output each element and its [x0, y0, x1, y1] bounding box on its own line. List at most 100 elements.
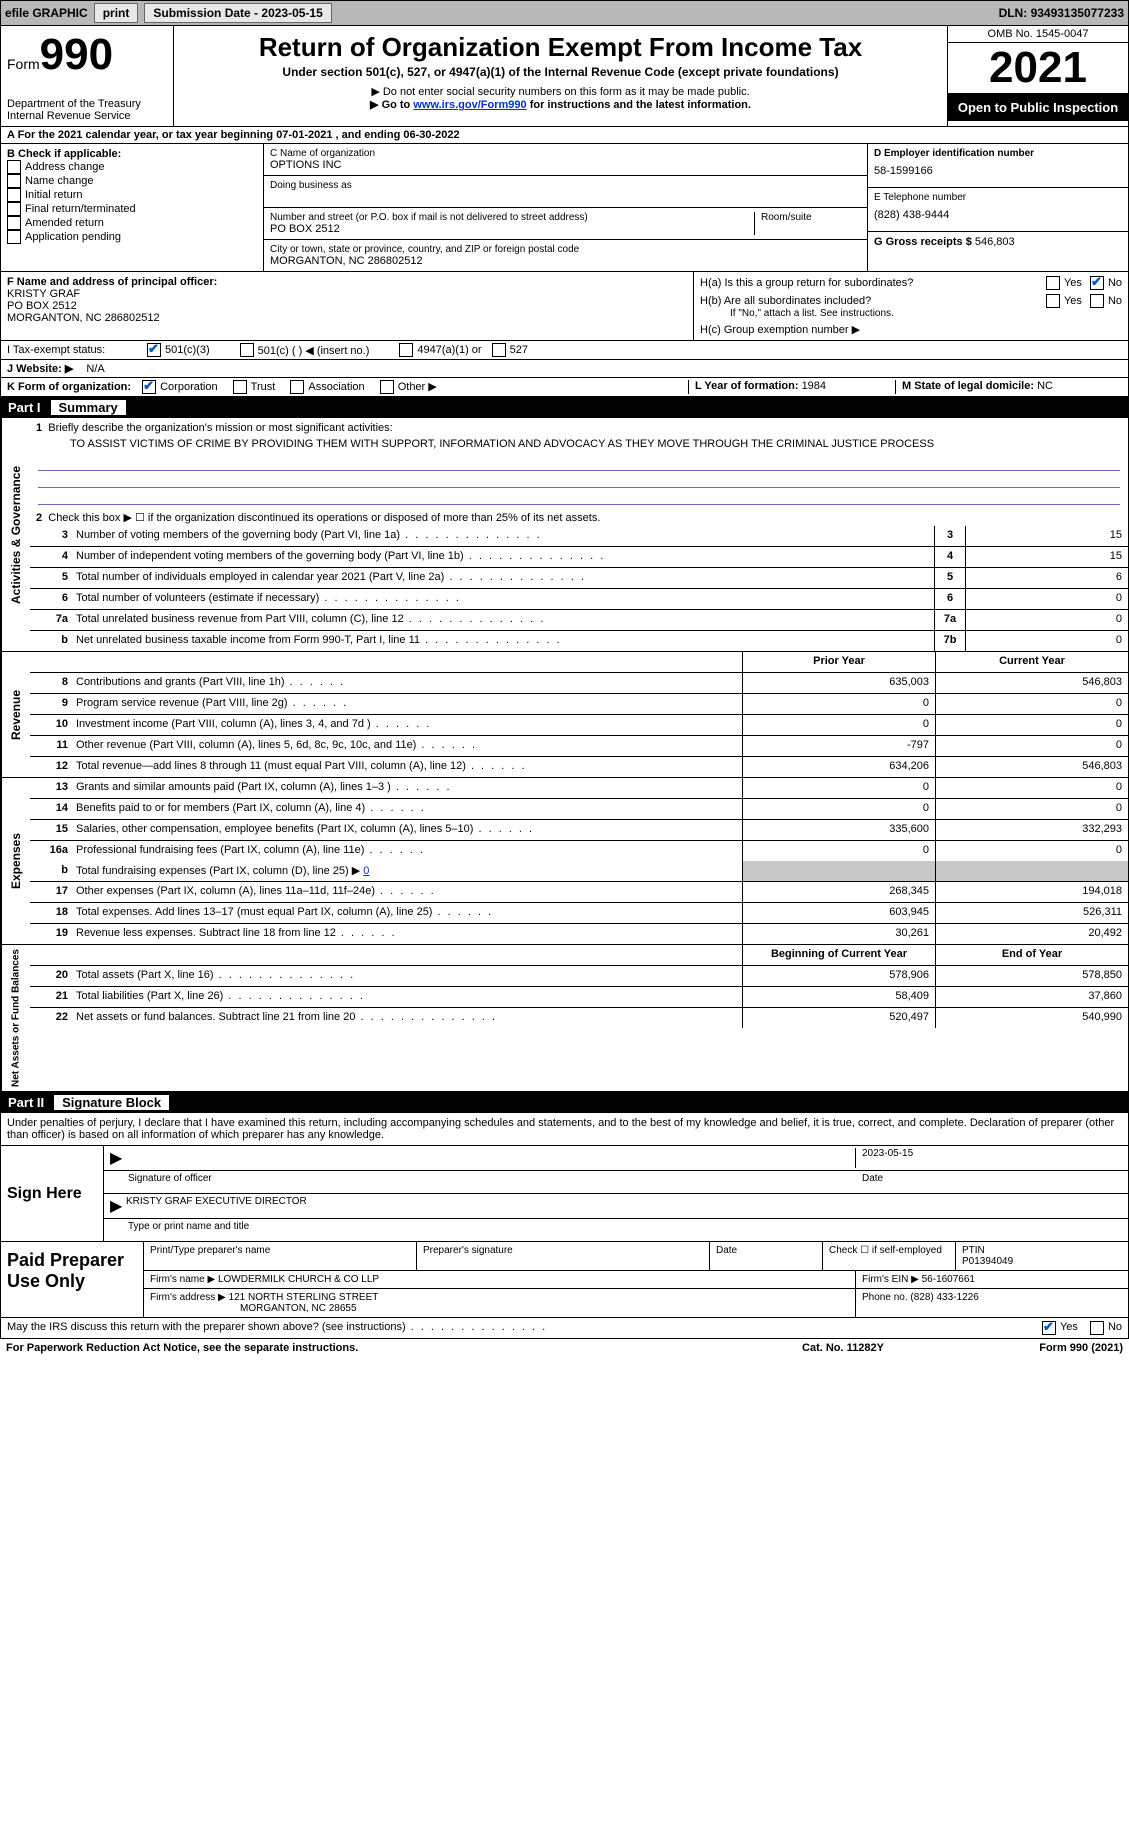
- org-address: PO BOX 2512: [270, 223, 748, 235]
- ein-label: D Employer identification number: [874, 148, 1034, 159]
- chk-501c[interactable]: [240, 343, 254, 357]
- opt-name-change: Name change: [25, 175, 94, 187]
- chk-amended-return[interactable]: [7, 216, 21, 230]
- firm-name: LOWDERMILK CHURCH & CO LLP: [218, 1274, 379, 1285]
- hb-no: No: [1108, 295, 1122, 307]
- note-ssn: ▶ Do not enter social security numbers o…: [180, 85, 941, 98]
- box-f-label: F Name and address of principal officer:: [7, 276, 217, 288]
- line-klm: K Form of organization: Corporation Trus…: [0, 378, 1129, 397]
- dln-label: DLN:: [999, 6, 1031, 20]
- dept-label: Department of the Treasury: [7, 98, 167, 110]
- hb-yes: Yes: [1064, 295, 1082, 307]
- line-num: 5: [30, 568, 72, 588]
- q2-text: Check this box ▶ ☐ if the organization d…: [48, 512, 600, 524]
- chk-4947[interactable]: [399, 343, 413, 357]
- note-link-pre: ▶ Go to: [370, 99, 413, 111]
- chk-assoc[interactable]: [290, 380, 304, 394]
- submission-date: Submission Date - 2023-05-15: [144, 3, 331, 23]
- chk-ha-yes[interactable]: [1046, 276, 1060, 290]
- line-num: 10: [30, 715, 72, 735]
- discuss-yes: Yes: [1060, 1321, 1078, 1335]
- opt-4947: 4947(a)(1) or: [417, 344, 481, 356]
- line-text: Benefits paid to or for members (Part IX…: [72, 799, 742, 819]
- line-prior: 335,600: [742, 820, 935, 840]
- chk-hb-yes[interactable]: [1046, 294, 1060, 308]
- line-prior: -797: [742, 736, 935, 756]
- box-c: C Name of organization OPTIONS INC Doing…: [264, 144, 867, 271]
- line-text: Contributions and grants (Part VIII, lin…: [72, 673, 742, 693]
- section-netassets: Net Assets or Fund Balances Beginning of…: [0, 945, 1129, 1092]
- line-box: 6: [934, 589, 965, 609]
- prep-label: Paid Preparer Use Only: [1, 1242, 144, 1317]
- submission-date-value: 2023-05-15: [261, 6, 322, 20]
- line-j-label: J Website: ▶: [7, 363, 73, 375]
- submission-date-label: Submission Date -: [153, 6, 261, 20]
- opt-assoc: Association: [308, 381, 364, 393]
- form-subtitle: Under section 501(c), 527, or 4947(a)(1)…: [180, 65, 941, 79]
- chk-527[interactable]: [492, 343, 506, 357]
- opt-corp: Corporation: [160, 381, 217, 393]
- section-governance: Activities & Governance 1 Briefly descri…: [0, 418, 1129, 652]
- line-current: 332,293: [935, 820, 1128, 840]
- chk-final-return[interactable]: [7, 202, 21, 216]
- summary-line: 13 Grants and similar amounts paid (Part…: [30, 778, 1128, 799]
- summary-line: 21 Total liabilities (Part X, line 26) 5…: [30, 987, 1128, 1008]
- summary-line: 20 Total assets (Part X, line 16) 578,90…: [30, 966, 1128, 987]
- prep-phone-label: Phone no.: [862, 1292, 910, 1303]
- opt-trust: Trust: [251, 381, 276, 393]
- chk-discuss-yes[interactable]: [1042, 1321, 1056, 1335]
- chk-trust[interactable]: [233, 380, 247, 394]
- print-button[interactable]: print: [94, 3, 139, 23]
- vtab-netassets: Net Assets or Fund Balances: [1, 945, 30, 1091]
- line-text: Total liabilities (Part X, line 26): [72, 987, 742, 1007]
- chk-application-pending[interactable]: [7, 230, 21, 244]
- discuss-no: No: [1108, 1321, 1122, 1335]
- chk-initial-return[interactable]: [7, 188, 21, 202]
- cat-number: Cat. No. 11282Y: [743, 1342, 943, 1354]
- line-prior: 634,206: [742, 757, 935, 777]
- summary-line: 16a Professional fundraising fees (Part …: [30, 841, 1128, 861]
- arrow-icon: ▶: [110, 1196, 126, 1216]
- chk-hb-no[interactable]: [1090, 294, 1104, 308]
- footer-paperwork: For Paperwork Reduction Act Notice, see …: [0, 1339, 1129, 1357]
- chk-501c3[interactable]: [147, 343, 161, 357]
- efile-label: efile GRAPHIC: [5, 6, 88, 20]
- line-current: 37,860: [935, 987, 1128, 1007]
- line-current: 0: [935, 715, 1128, 735]
- irs-label: Internal Revenue Service: [7, 110, 167, 122]
- box-f: F Name and address of principal officer:…: [1, 272, 694, 340]
- summary-line: 4 Number of independent voting members o…: [30, 547, 1128, 568]
- org-name-label: C Name of organization: [270, 148, 861, 159]
- chk-discuss-no[interactable]: [1090, 1321, 1104, 1335]
- line-text: Grants and similar amounts paid (Part IX…: [72, 778, 742, 798]
- line-current: 0: [935, 694, 1128, 714]
- summary-line: 11 Other revenue (Part VIII, column (A),…: [30, 736, 1128, 757]
- line-text: Other expenses (Part IX, column (A), lin…: [72, 882, 742, 902]
- summary-line: 12 Total revenue—add lines 8 through 11 …: [30, 757, 1128, 777]
- irs-link[interactable]: www.irs.gov/Form990: [413, 99, 526, 111]
- footer-discuss: May the IRS discuss this return with the…: [0, 1318, 1129, 1339]
- chk-address-change[interactable]: [7, 160, 21, 174]
- q1-label: Briefly describe the organization's miss…: [48, 422, 392, 434]
- officer-addr2: MORGANTON, NC 286802512: [7, 312, 687, 324]
- chk-name-change[interactable]: [7, 174, 21, 188]
- form-header: Form990 Department of the Treasury Inter…: [0, 26, 1129, 127]
- line-box: 7a: [934, 610, 965, 630]
- section-revenue: Revenue Prior Year Current Year 8 Contri…: [0, 652, 1129, 778]
- addr-label: Number and street (or P.O. box if mail i…: [270, 212, 748, 223]
- line-text: Program service revenue (Part VIII, line…: [72, 694, 742, 714]
- state-domicile: NC: [1037, 380, 1053, 392]
- line16b-value[interactable]: 0: [363, 865, 369, 877]
- line-prior: 0: [742, 715, 935, 735]
- line-box: 3: [934, 526, 965, 546]
- paid-preparer: Paid Preparer Use Only Print/Type prepar…: [1, 1241, 1128, 1317]
- line-num: 13: [30, 778, 72, 798]
- line-text: Total assets (Part X, line 16): [72, 966, 742, 986]
- chk-ha-no[interactable]: [1090, 276, 1104, 290]
- summary-line: 9 Program service revenue (Part VIII, li…: [30, 694, 1128, 715]
- chk-other[interactable]: [380, 380, 394, 394]
- chk-corp[interactable]: [142, 380, 156, 394]
- prep-phone: (828) 433-1226: [910, 1292, 978, 1303]
- line-text: Total revenue—add lines 8 through 11 (mu…: [72, 757, 742, 777]
- line-box: 5: [934, 568, 965, 588]
